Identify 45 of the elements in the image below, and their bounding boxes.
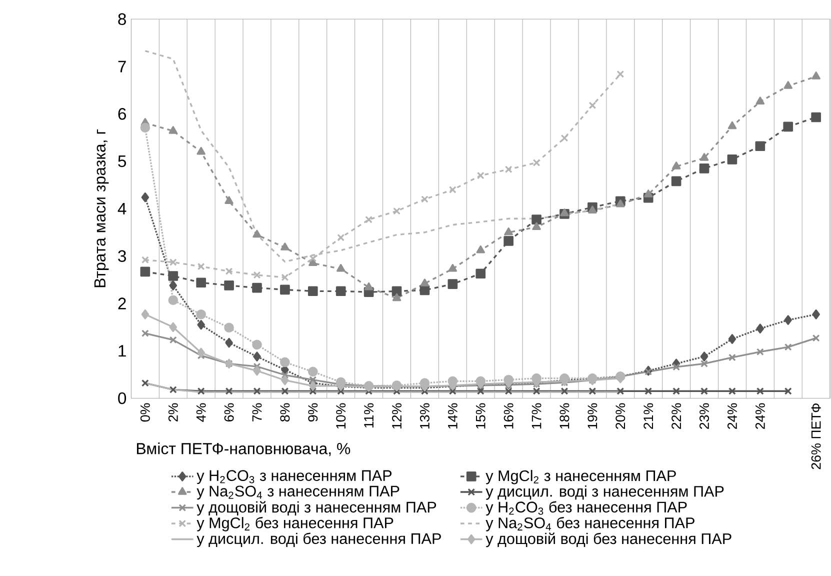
x-tick-label: 19%: [588, 403, 598, 428]
legend-label: у H$_{2}$CO$_{3}$ з нанесенням ПАР: [196, 470, 392, 484]
x-tick-label: 0%: [140, 403, 150, 422]
y-tick-label: 1: [118, 345, 126, 356]
x-tick-label: 16%: [504, 403, 514, 428]
x-tick-label: 6%: [224, 403, 234, 422]
x-tick-label: 15%: [476, 403, 486, 428]
y-tick-label: 5: [118, 155, 126, 167]
legend-label: у Na$_{2}$SO$_{4}$ без нанесення ПАР: [486, 516, 694, 532]
x-tick-label: 14%: [448, 403, 458, 428]
x-tick-label: 10%: [336, 403, 346, 428]
legend-label: у MgCl$_{2}$ без нанесення ПАР: [196, 516, 394, 532]
y-tick-label: 3: [118, 250, 126, 262]
x-tick-label: 13%: [420, 403, 430, 428]
x-tick-label: 7%: [252, 403, 262, 422]
legend-label: у дисцил. воді з нанесенням ПАР: [486, 485, 724, 500]
x-tick-label: 17%: [532, 403, 542, 428]
legend-label: у дощовій воді без нанесення ПАР: [486, 532, 732, 548]
y-tick-label: 8: [118, 13, 126, 25]
legend-label: у MgCl$_{2}$ з нанесенням ПАР: [486, 470, 676, 484]
y-tick-label: 2: [118, 298, 126, 310]
y-tick-label: 0: [118, 392, 126, 404]
x-tick-label: 11%: [364, 403, 374, 428]
x-tick-label: 23%: [700, 403, 710, 429]
legend-label: у H$_{2}$CO$_{3}$ без нанесення ПАР: [486, 501, 687, 516]
legend-label: у дощовій воді з нанесенням ПАР: [196, 500, 436, 516]
x-tick-label: 24%: [727, 403, 737, 429]
x-tick-label: 2%: [168, 403, 178, 422]
x-tick-label: 9%: [308, 403, 318, 422]
x-tick-label: 20%: [616, 403, 626, 429]
x-tick-label: 22%: [672, 403, 682, 429]
x-tick-label: 4%: [196, 403, 206, 422]
x-tick-label: 18%: [560, 403, 570, 428]
x-tick-label: 26% ПЕТФ: [811, 403, 821, 469]
legend-label: у дисцил. воді без нанесення ПАР: [196, 532, 441, 547]
y-axis-title: Втрата маси зразка, г: [94, 129, 109, 287]
x-tick-label: 12%: [392, 403, 402, 428]
x-tick-label: 24%: [755, 403, 765, 429]
y-tick-label: 7: [118, 60, 126, 72]
x-tick-label: 21%: [644, 403, 654, 429]
x-axis-title: Вміст ПЕТФ-наповнювача, %: [137, 442, 350, 456]
legend-label: у Na$_{2}$SO$_{4}$ з нанесенням ПАР: [196, 486, 400, 500]
y-tick-label: 4: [118, 202, 126, 214]
y-tick-label: 6: [118, 108, 126, 120]
x-tick-label: 8%: [280, 403, 290, 422]
